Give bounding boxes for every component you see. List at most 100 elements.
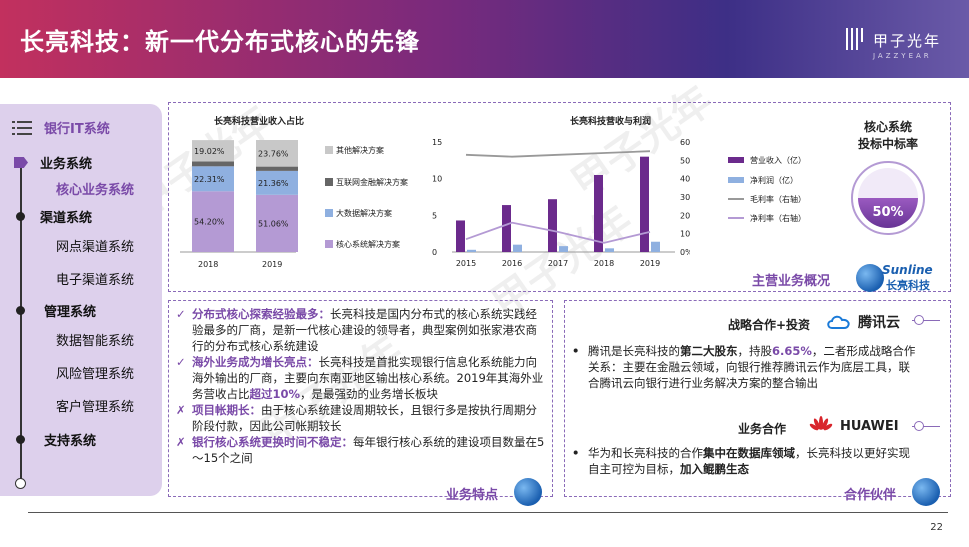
features-panel — [168, 300, 553, 497]
legend-swatch — [325, 240, 333, 248]
gauge-title-line2: 投标中标率 — [857, 137, 918, 151]
sidebar-item-core[interactable]: 核心业务系统 — [56, 183, 135, 198]
legend-label: 大数据解决方案 — [336, 209, 392, 218]
tencent-heading: 战略合作+投资 — [728, 318, 811, 332]
check-icon: ✓ — [176, 307, 186, 321]
sidebar-timeline — [20, 158, 22, 484]
chart1-svg: 54.20% 22.31% 19.02% 51.06% 21.36% 23.76% — [180, 140, 298, 253]
chart1-bar-segment — [256, 194, 298, 252]
chart2-xtick: 2019 — [640, 259, 660, 268]
chart2-bar — [651, 241, 660, 252]
legend-swatch — [728, 157, 744, 163]
chart2-ytick-left: 5 — [432, 211, 437, 220]
huawei-text: 华为和长亮科技的合作 — [588, 446, 703, 460]
legend-label: 毛利率（右轴） — [750, 195, 806, 204]
chart2-ytick-right: 30% — [680, 193, 690, 202]
chart2-bar — [502, 205, 511, 252]
tencent-bullet: • 腾讯是长亮科技的第二大股东，持股6.65%，二者形成战略合作关系：主要在金融… — [572, 343, 917, 391]
logo-en-text: JAZZYEAR — [872, 52, 932, 60]
chart2-ytick-left: 10 — [432, 175, 442, 184]
cross-icon: ✗ — [176, 403, 186, 417]
chart1-data-label: 19.02% — [194, 147, 225, 156]
legend-swatch — [728, 217, 744, 219]
huawei-heading: 业务合作 — [738, 422, 787, 436]
tencent-cloud-logo: 腾讯云 — [826, 312, 900, 332]
legend-label: 核心系统解决方案 — [336, 240, 400, 249]
feature-item: ✓ 海外业务成为增长亮点：长亮科技是首批实现银行信息化系统能力向海外输出的厂商，… — [176, 354, 546, 402]
legend-label: 营业收入（亿） — [750, 156, 806, 165]
legend-swatch — [728, 198, 744, 200]
sidebar-item-management[interactable]: 管理系统 — [44, 305, 97, 320]
huawei-petal-icon — [809, 416, 833, 431]
chart1-bar-segment — [256, 166, 298, 171]
sidebar-item-channel[interactable]: 渠道系统 — [40, 211, 93, 226]
chart2-title: 长亮科技营收与利润 — [570, 117, 652, 127]
huawei-bold: 加入鲲鹏生态 — [680, 462, 749, 476]
chart1-bar-segment — [192, 161, 234, 167]
sunline-cn: 长亮科技 — [886, 279, 930, 292]
chart2-bar — [548, 199, 557, 252]
tencent-brand: 腾讯云 — [858, 315, 900, 331]
overview-tag: 主营业务概况 — [752, 274, 831, 289]
sidebar-item-branch[interactable]: 网点渠道系统 — [56, 240, 135, 255]
features-list: ✓ 分布式核心探索经验最多：长亮科技是国内分布式的核心系统实践经验最多的厂商，是… — [176, 306, 546, 466]
connector-line — [912, 320, 940, 321]
gauge-value: 50% — [872, 205, 903, 220]
chart1-bar-segment — [192, 140, 234, 162]
chart1-xtick: 2019 — [262, 260, 283, 269]
chart2-xtick: 2016 — [502, 259, 522, 268]
chart2-ytick-right: 40% — [680, 175, 690, 184]
partners-panel — [564, 300, 951, 497]
check-icon: ✓ — [176, 355, 186, 369]
sidebar-item-customer[interactable]: 客户管理系统 — [56, 400, 135, 415]
tencent-bold: 第二大股东 — [680, 344, 738, 358]
chart2-ytick-right: 60% — [680, 138, 690, 147]
chart2-bar — [640, 156, 649, 252]
logo-cn-text: 甲子光年 — [872, 32, 941, 50]
legend-label: 净利率（右轴） — [750, 214, 806, 223]
sidebar-item-support[interactable]: 支持系统 — [44, 434, 97, 449]
globe-icon — [856, 264, 884, 292]
huawei-logo: HUAWEI — [808, 416, 899, 436]
timeline-dot-icon — [16, 435, 25, 444]
chart2-xtick: 2017 — [548, 259, 568, 268]
chart2-bar — [467, 249, 476, 252]
bullet-icon: • — [572, 344, 580, 358]
sidebar-item-risk[interactable]: 风险管理系统 — [56, 367, 135, 382]
chart2-bar — [559, 246, 568, 252]
tencent-text: 腾讯是长亮科技的 — [588, 344, 680, 358]
gauge-title: 核心系统 投标中标率 — [838, 118, 938, 152]
list-menu-icon — [12, 120, 32, 135]
chart1-bar-segment — [192, 166, 234, 192]
sidebar-item-electronic[interactable]: 电子渠道系统 — [56, 273, 135, 288]
legend-swatch — [325, 146, 333, 154]
timeline-dot-icon — [16, 306, 25, 315]
legend-swatch — [325, 178, 333, 186]
feature-title: 项目帐期长： — [192, 403, 261, 417]
chart2-svg: 0 5 10 15 0% 10% 20% 30% 40% 50% 60% 2015 2016 2017 20… — [432, 138, 690, 268]
chart2-ytick-right: 20% — [680, 211, 690, 220]
connector-dot-icon — [914, 421, 924, 431]
chart1-data-label: 51.06% — [258, 219, 289, 228]
chart2-xtick: 2015 — [456, 259, 476, 268]
sidebar-item-business[interactable]: 业务系统 — [40, 157, 93, 172]
huawei-bold: 集中在数据库领域 — [703, 446, 795, 460]
chart2-ytick-left: 0 — [432, 248, 437, 257]
chart2-bar — [594, 175, 603, 252]
chart2-ytick-right: 10% — [680, 230, 690, 239]
cloud-icon — [827, 315, 850, 329]
feature-item: ✓ 分布式核心探索经验最多：长亮科技是国内分布式的核心系统实践经验最多的厂商，是… — [176, 306, 546, 354]
sidebar-item-data-intel[interactable]: 数据智能系统 — [56, 334, 135, 349]
chart2-bar — [513, 244, 522, 252]
overview-panel — [168, 102, 951, 292]
sunline-en: Sunline — [882, 263, 933, 277]
chart1-xtick: 2018 — [198, 260, 219, 269]
cross-icon: ✗ — [176, 435, 186, 449]
legend-swatch — [728, 177, 744, 183]
chart1-bar-segment — [256, 170, 298, 195]
gauge-title-line1: 核心系统 — [863, 120, 912, 134]
feature-highlight: 超过10% — [249, 387, 301, 401]
partners-tag: 合作伙伴 — [844, 488, 897, 503]
features-tag: 业务特点 — [446, 488, 499, 503]
chart1-bar-segment — [192, 191, 234, 252]
